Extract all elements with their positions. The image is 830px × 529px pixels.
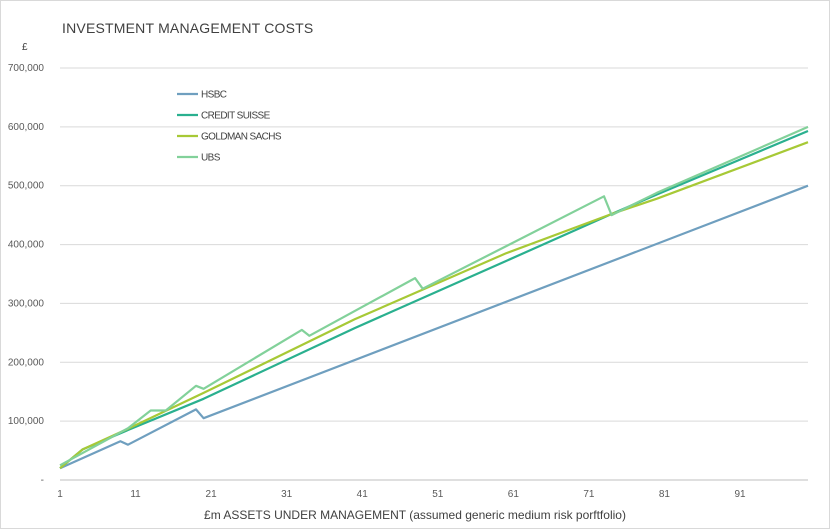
x-tick-label: 91 [734,489,746,500]
y-tick-label: 600,000 [8,122,45,133]
y-tick-label: 700,000 [8,63,45,74]
x-tick-label: 31 [281,489,293,500]
y-tick-label: 500,000 [8,181,45,192]
x-tick-label: 1 [57,489,63,500]
x-tick-label: 61 [508,489,520,500]
y-tick-label: - [41,475,44,486]
y-tick-label: 200,000 [8,357,45,368]
chart-title: INVESTMENT MANAGEMENT COSTS [62,20,314,36]
series-line [59,184,809,470]
y-tick-label: 400,000 [8,240,45,251]
x-tick-label: 51 [432,489,444,500]
legend-label: GOLDMAN SACHS [201,132,282,143]
series-line [59,141,809,470]
x-tick-label: 21 [206,489,218,500]
x-tick-label: 81 [659,489,671,500]
x-tick-label: 41 [357,489,369,500]
legend-label: UBS [201,153,221,164]
legend-label: CREDIT SUISSE [201,111,271,122]
x-tick-label: 71 [583,489,595,500]
series-line [59,125,809,467]
y-tick-label: 300,000 [8,298,45,309]
legend-label: HSBC [201,90,227,101]
series-line [59,129,809,470]
y-axis-unit-label: £ [22,42,28,53]
x-tick-label: 11 [130,489,141,500]
y-tick-label: 100,000 [8,416,45,427]
x-axis-label: £m ASSETS UNDER MANAGEMENT (assumed gene… [204,508,626,522]
